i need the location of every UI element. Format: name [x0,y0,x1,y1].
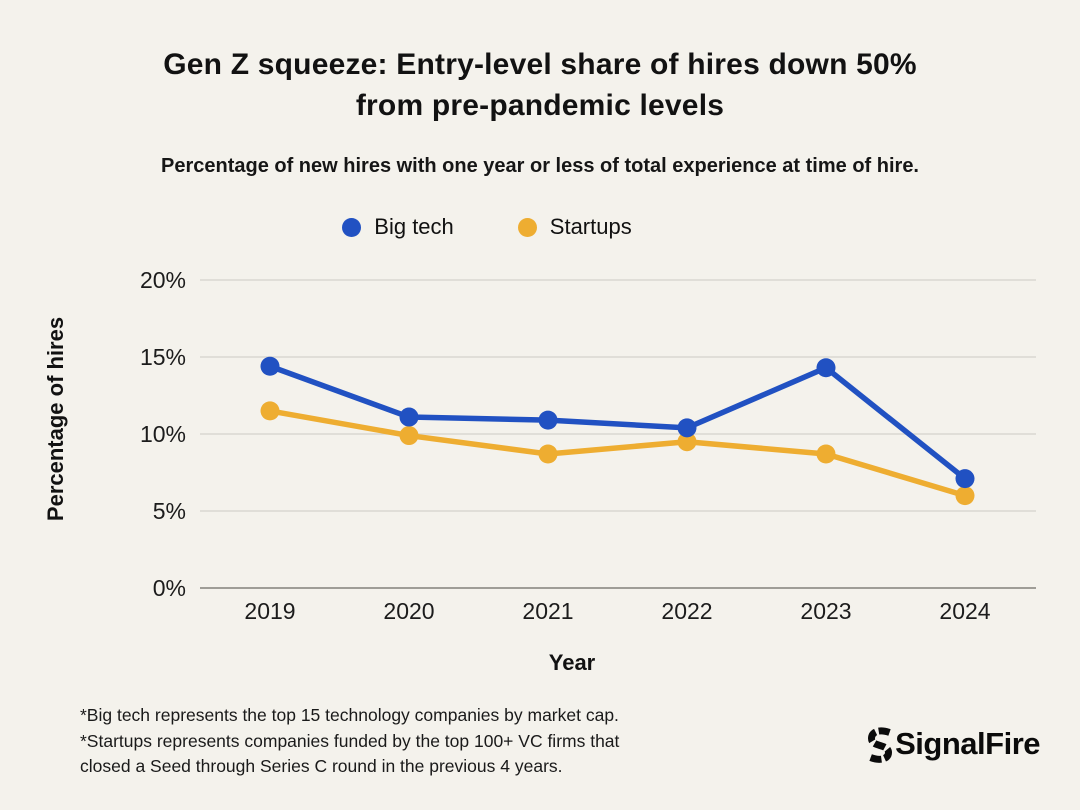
legend-item-big-tech: Big tech [342,214,454,240]
svg-text:2022: 2022 [661,598,712,624]
svg-text:2021: 2021 [522,598,573,624]
svg-text:2024: 2024 [939,598,990,624]
chart-subtitle: Percentage of new hires with one year or… [160,155,919,177]
footnote: *Big tech represents the top 15 technolo… [80,705,620,776]
svg-text:2020: 2020 [383,598,434,624]
svg-text:5%: 5% [153,498,186,524]
svg-text:20%: 20% [140,267,186,293]
legend-label-startups: Startups [549,214,632,239]
svg-text:2019: 2019 [244,598,295,624]
svg-text:0%: 0% [153,575,186,601]
brand-name: SignalFire [895,726,1040,761]
signalfire-mark-icon [868,727,893,763]
svg-text:Percentage of hires: Percentage of hires [43,317,68,521]
svg-text:2023: 2023 [800,598,851,624]
line-chart: 0% 5% 10% 15% 20% 2019 2020 2021 2022 2023 2024 Yea… [43,267,1036,675]
legend-item-startups: Startups [517,214,632,240]
brand-logo: SignalFire [866,724,1040,764]
chart-title: Gen Z squeeze: Entry-level share of hire… [163,48,917,122]
svg-text:Year: Year [549,650,596,675]
startups-dot-icon [517,217,537,237]
svg-text:10%: 10% [140,421,186,447]
legend-label-big-tech: Big tech [374,214,454,239]
legend: Big tech Startups [0,214,1027,240]
svg-text:15%: 15% [140,344,186,370]
big-tech-dot-icon [342,217,362,237]
